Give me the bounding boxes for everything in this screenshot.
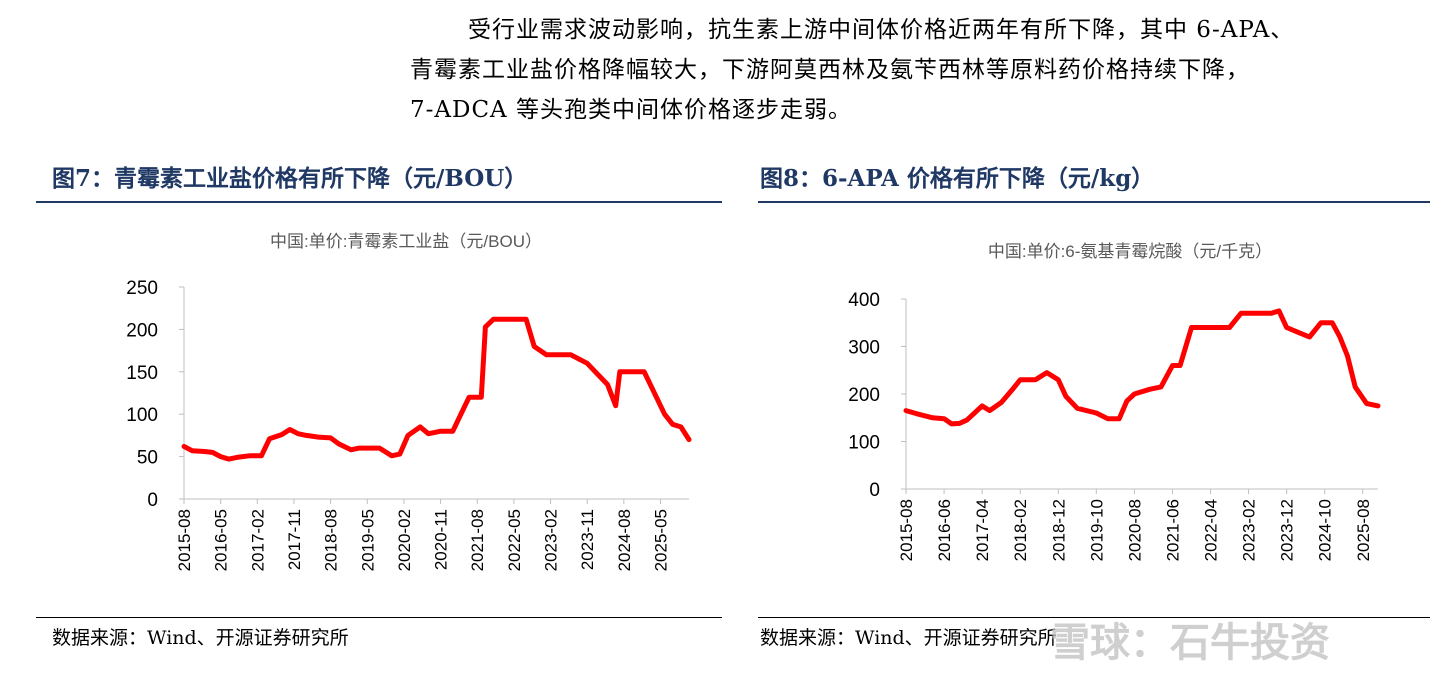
x-tick-label: 2024-10 — [1316, 499, 1335, 561]
chart-title: 中国:单价:6-氨基青霉烷酸（元/千克） — [988, 242, 1272, 261]
y-tick-label: 250 — [126, 278, 158, 299]
y-tick-label: 100 — [848, 433, 880, 454]
series-line — [181, 316, 692, 462]
x-tick-label: 2015-08 — [897, 499, 916, 561]
y-tick-label: 400 — [848, 290, 880, 311]
watermark: 雪球：石牛投资 — [1050, 620, 1330, 666]
intro-paragraph: 受行业需求波动影响，抗生素上游中间体价格近两年有所下降，其中 6-APA、 青霉… — [410, 10, 1420, 130]
y-tick-label: 200 — [848, 385, 880, 406]
figure-8-top-rule — [758, 201, 1430, 203]
figure-8-source: 数据来源：Wind、开源证券研究所 — [760, 627, 1057, 649]
y-tick-label: 0 — [147, 490, 158, 511]
paragraph-line-2: 青霉素工业盐价格降幅较大，下游阿莫西林及氨苄西林等原料药价格持续下降， — [410, 57, 1250, 83]
series-line — [903, 308, 1381, 427]
figure-8-bottom-rule — [758, 617, 1430, 618]
x-tick-label: 2020-02 — [395, 509, 414, 571]
x-tick-label: 2016-05 — [212, 509, 231, 571]
x-tick-label: 2025-08 — [1354, 499, 1373, 561]
x-tick-label: 2017-02 — [248, 509, 267, 571]
paragraph-line-1: 受行业需求波动影响，抗生素上游中间体价格近两年有所下降，其中 6-APA、 — [468, 17, 1295, 43]
chart-7: 中国:单价:青霉素工业盐（元/BOU） 0 50 100 150 200 250 2015-0… — [126, 232, 692, 571]
x-tick-label: 2023-11 — [578, 509, 597, 570]
figure-7-title: 图7：青霉素工业盐价格有所下降（元/BOU） — [52, 165, 528, 192]
chart-title: 中国:单价:青霉素工业盐（元/BOU） — [270, 232, 542, 251]
x-tick-label: 2016-06 — [935, 499, 954, 561]
y-tick-label: 0 — [869, 480, 880, 501]
x-tick-label: 2019-10 — [1087, 499, 1106, 561]
figure-7-bottom-rule — [36, 617, 722, 618]
x-tick-label: 2015-08 — [175, 509, 194, 571]
x-tick-label: 2018-08 — [322, 509, 341, 571]
x-tick-label: 2022-05 — [505, 509, 524, 571]
y-tick-label: 300 — [848, 338, 880, 359]
x-tick-label: 2019-05 — [358, 509, 377, 571]
x-tick-label: 2018-12 — [1049, 499, 1068, 561]
figure-8-title: 图8：6-APA 价格有所下降（元/kg） — [760, 165, 1155, 192]
figure-8: 图8：6-APA 价格有所下降（元/kg） 中国:单价:6-氨基青霉烷酸（元/千… — [758, 155, 1430, 655]
y-tick-label: 150 — [126, 363, 158, 384]
x-tick-label: 2020-11 — [432, 509, 451, 570]
x-tick-label: 2023-02 — [542, 509, 561, 571]
x-tick-label: 2018-02 — [1011, 499, 1030, 561]
paragraph-line-3: 7-ADCA 等头孢类中间体价格逐步走弱。 — [410, 97, 852, 123]
x-tick-label: 2020-08 — [1125, 499, 1144, 561]
y-tick-label: 50 — [137, 448, 158, 469]
x-tick-label: 2021-08 — [468, 509, 487, 571]
x-tick-label: 2024-08 — [615, 509, 634, 571]
x-tick-label: 2021-06 — [1163, 499, 1182, 561]
figure-7-top-rule — [36, 201, 722, 203]
chart-8: 中国:单价:6-氨基青霉烷酸（元/千克） 0 100 200 300 400 2015-08… — [848, 242, 1381, 561]
x-tick-label: 2023-12 — [1278, 499, 1297, 561]
figure-7-source: 数据来源：Wind、开源证券研究所 — [52, 627, 349, 649]
x-tick-label: 2017-11 — [285, 509, 304, 570]
y-tick-label: 100 — [126, 405, 158, 426]
y-tick-label: 200 — [126, 320, 158, 341]
x-tick-label: 2023-02 — [1240, 499, 1259, 561]
figure-7: 图7：青霉素工业盐价格有所下降（元/BOU） 中国:单价:青霉素工业盐（元/BO… — [36, 155, 722, 655]
x-tick-label: 2017-04 — [973, 499, 992, 561]
x-tick-label: 2025-05 — [651, 509, 670, 571]
x-tick-label: 2022-04 — [1202, 499, 1221, 561]
